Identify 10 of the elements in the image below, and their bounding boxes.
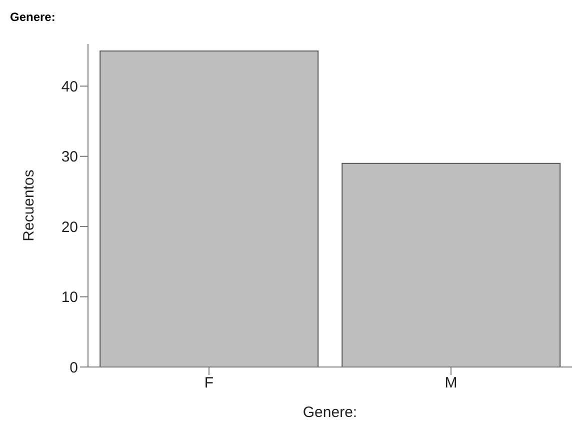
y-tick-label: 0 (70, 359, 78, 376)
y-tick-label: 20 (61, 218, 78, 236)
chart-title: Genere: (9, 9, 56, 26)
x-axis-title: Genere: (302, 404, 358, 421)
y-tick-label: 30 (61, 148, 78, 166)
x-tick-label: F (204, 374, 214, 392)
y-tick-label: 10 (61, 289, 78, 306)
y-tick-label: 40 (61, 78, 78, 96)
x-tick-label: M (444, 374, 458, 392)
y-axis-title: Recuentos (20, 170, 38, 242)
